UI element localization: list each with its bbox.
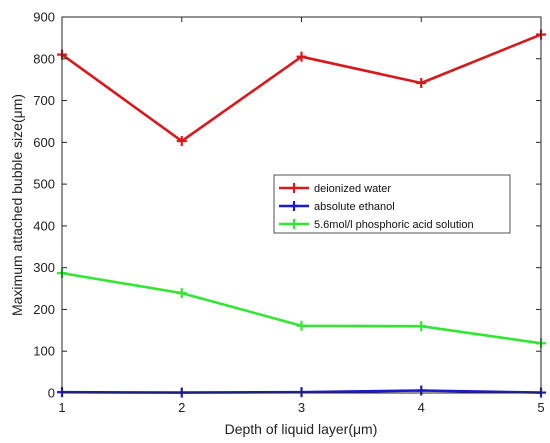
y-axis-title: Maximum attached bubble size(μm) [9, 94, 25, 316]
y-tick-label: 500 [33, 177, 55, 192]
series-deionized-water-point-3 [296, 51, 307, 62]
y-tick-label: 200 [33, 302, 55, 317]
series-deionized-water-point-2 [176, 136, 187, 147]
x-tick-label: 4 [418, 400, 425, 415]
y-tick-label: 100 [33, 344, 55, 359]
y-tick-label: 600 [33, 135, 55, 150]
x-tick-label: 3 [298, 400, 305, 415]
y-tick-label: 900 [33, 10, 55, 25]
series-5-6mol-l-phosphoric-acid-solution-point-4 [416, 321, 427, 332]
legend-label: absolute ethanol [314, 201, 395, 213]
legend-label: deionized water [314, 183, 391, 195]
y-tick-label: 300 [33, 260, 55, 275]
legend: deionized water absolute ethanol 5.6mol/l … [273, 174, 511, 234]
x-tick-label: 2 [178, 400, 185, 415]
series-5-6mol-l-phosphoric-acid-solution [57, 268, 546, 349]
y-tick-label: 700 [33, 93, 55, 108]
series-5-6mol-l-phosphoric-acid-solution-point-3 [296, 320, 307, 331]
y-tick-label: 400 [33, 218, 55, 233]
axis-layer: 1 2 3 4 5 0 100 200 300 400 500 600 700 800 900 [33, 10, 544, 416]
legend-box [273, 174, 511, 234]
series-5-6mol-l-phosphoric-acid-solution-point-2 [176, 288, 187, 299]
x-axis-title: Depth of liquid layer(μm) [225, 421, 378, 437]
legend-entry: absolute ethanol [279, 201, 395, 213]
legend-entry: 5.6mol/l phosphoric acid solution [279, 219, 474, 231]
y-tick-label: 800 [33, 51, 55, 66]
x-tick-label: 1 [58, 400, 65, 415]
y-tick-label: 0 [48, 386, 55, 401]
x-tick-label: 5 [537, 400, 544, 415]
series-deionized-water-point-4 [416, 78, 427, 89]
legend-entry: deionized water [279, 183, 391, 195]
legend-label: 5.6mol/l phosphoric acid solution [314, 219, 474, 231]
